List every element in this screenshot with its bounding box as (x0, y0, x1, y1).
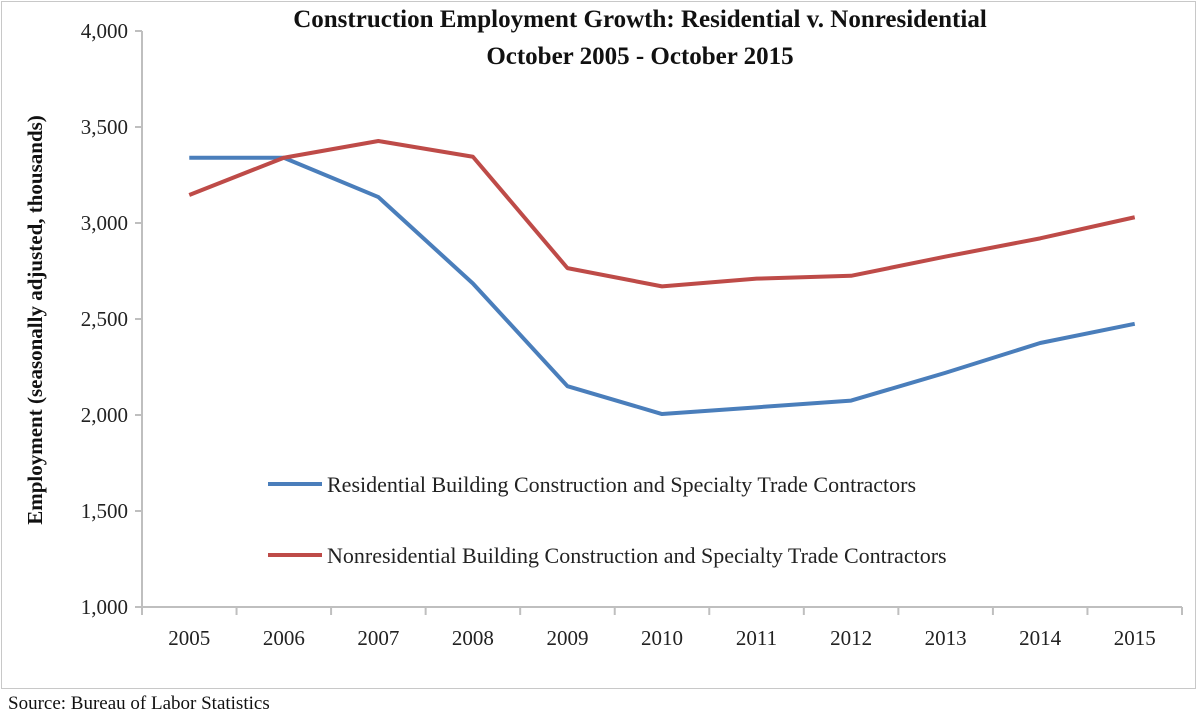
chart-title: Construction Employment Growth: Resident… (293, 6, 987, 33)
legend-label-0: Residential Building Construction and Sp… (327, 472, 916, 497)
x-tick-label: 2015 (1114, 626, 1156, 650)
y-tick-label: 2,000 (81, 403, 128, 427)
y-tick-label: 4,000 (81, 19, 128, 43)
y-tick-label: 3,500 (81, 115, 128, 139)
x-tick-label: 2006 (263, 626, 305, 650)
x-tick-label: 2010 (641, 626, 683, 650)
x-tick-label: 2012 (830, 626, 872, 650)
x-tick-label: 2009 (546, 626, 588, 650)
x-tick-label: 2007 (357, 626, 399, 650)
x-tick-label: 2005 (168, 626, 210, 650)
y-tick-label: 2,500 (81, 307, 128, 331)
y-axis-label: Employment (seasonally adjusted, thousan… (23, 115, 47, 525)
y-tick-label: 3,000 (81, 211, 128, 235)
legend-label-1: Nonresidential Building Construction and… (327, 543, 947, 568)
x-tick-label: 2014 (1019, 626, 1062, 650)
chart-frame (1, 1, 1196, 689)
chart-subtitle: October 2005 - October 2015 (486, 43, 794, 70)
y-tick-label: 1,000 (81, 595, 128, 619)
x-tick-label: 2011 (736, 626, 777, 650)
x-tick-label: 2013 (925, 626, 967, 650)
x-tick-label: 2008 (452, 626, 494, 650)
source-note: Source: Bureau of Labor Statistics (8, 693, 270, 714)
y-tick-label: 1,500 (81, 499, 128, 523)
series-line-1 (188, 139, 1136, 289)
